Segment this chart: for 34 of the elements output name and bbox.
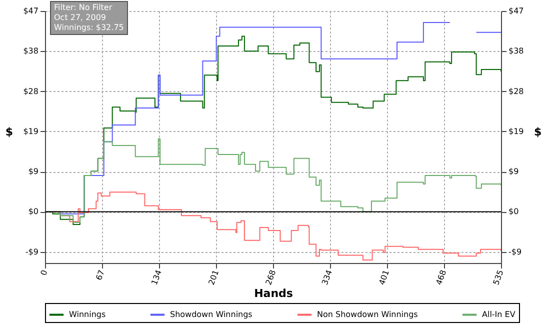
x-tick-label: 0 [39,268,50,277]
x-tick-label: 334 [320,268,334,286]
legend-label: All-In EV [482,310,516,319]
x-tick-label: 535 [492,268,506,286]
x-tick-label: 67 [94,268,106,282]
x-tick-label: 468 [434,268,448,286]
annotation: Winnings: $32.75 [54,23,124,33]
y-tick-label: $9 [28,167,38,176]
legend-label: Non Showdown Winnings [317,310,418,319]
x-tick-label: 268 [264,268,278,286]
legend-label: Showdown Winnings [170,310,252,319]
annotation: Filter: No Filter [54,3,114,13]
annotation: Oct 27, 2009 [54,13,107,23]
y2-tick-label: $38 [508,46,524,56]
y-tick-label: $0 [28,207,38,216]
y2-tick-label: -$9 [508,247,522,256]
y2-tick-label: $28 [508,86,524,96]
y2-tick-label: $47 [508,6,524,16]
y-tick-label: $38 [23,46,38,56]
filter-info-box: Filter: No Filter Oct 27, 2009 Winnings: $32.75 [50,1,128,35]
y2-axis-title: $ [534,126,542,138]
x-tick-label: 134 [150,268,164,286]
y-tick-label: $47 [23,6,38,16]
y-axis-title: $ [5,126,14,138]
x-axis-title: Hands [254,287,294,300]
y-tick-label: $19 [23,126,38,136]
y-tick-label: $28 [23,86,38,96]
y-tick-label: -$9 [25,247,38,256]
y2-tick-label: $0 [508,207,519,216]
y2-tick-label: $9 [508,167,519,176]
x-tick-label: 401 [377,268,392,286]
legend-label: Winnings [69,310,106,319]
y2-tick-label: $19 [508,126,524,136]
x-tick-label: 201 [206,268,221,286]
